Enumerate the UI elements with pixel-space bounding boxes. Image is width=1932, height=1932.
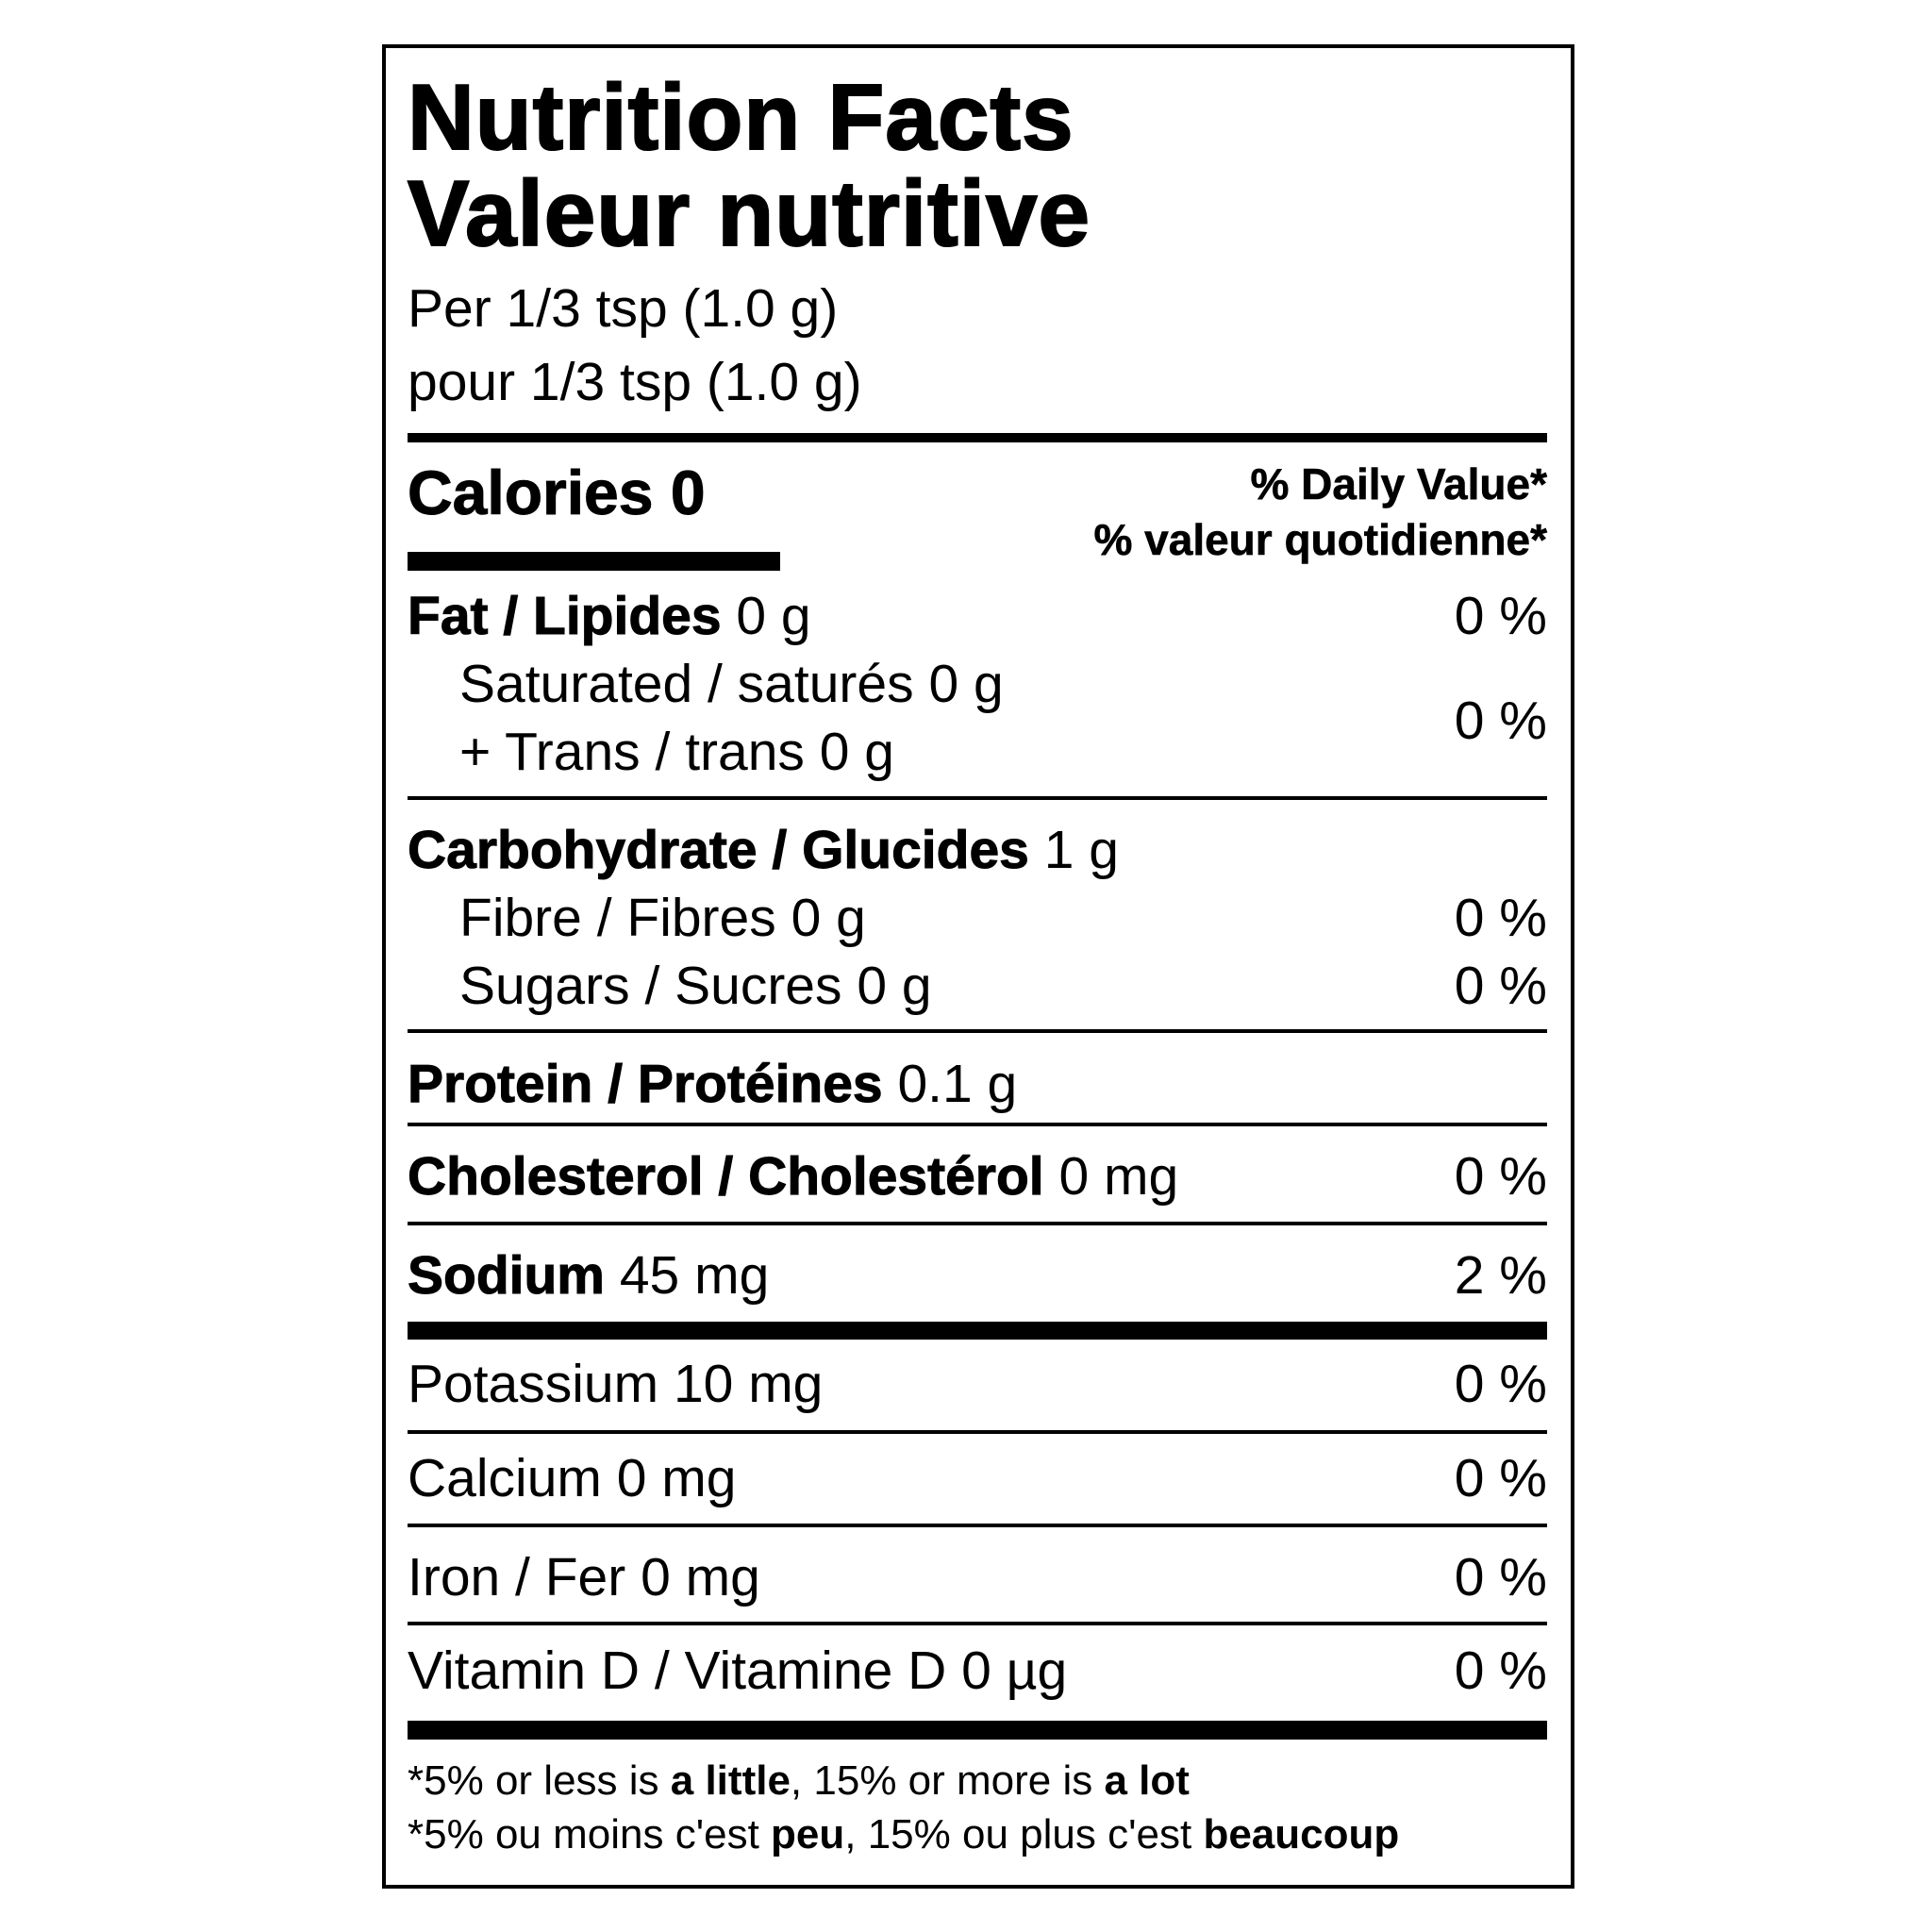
row-iron: Iron / Fer 0 mg 0 % — [408, 1544, 1547, 1610]
label: Fibre / Fibres — [459, 888, 776, 948]
label: Sodium — [408, 1245, 606, 1307]
text: , 15% ou plus c'est — [844, 1811, 1204, 1857]
divider — [408, 796, 1547, 800]
amount: 0 mg — [616, 1448, 737, 1508]
amount: 45 mg — [619, 1245, 770, 1306]
label: Iron / Fer — [408, 1547, 626, 1607]
dv: 0 % — [1454, 1146, 1547, 1207]
text-bold: peu — [771, 1811, 845, 1857]
dv: 0 % — [1454, 1448, 1547, 1508]
calories-bar — [408, 552, 780, 571]
serving-fr: pour 1/3 tsp (1.0 g) — [408, 352, 862, 412]
divider — [408, 1524, 1547, 1527]
amount: 0 g — [791, 888, 866, 948]
amount: 0 g — [857, 956, 932, 1016]
dv: 0 % — [1454, 888, 1547, 948]
text: *5% ou moins c'est — [408, 1811, 772, 1857]
row-fibre: Fibre / Fibres 0 g 0 % — [459, 885, 1547, 951]
dv: 2 % — [1454, 1245, 1547, 1306]
text-bold: a lot — [1104, 1757, 1190, 1804]
amount: 1 g — [1043, 820, 1119, 880]
row-sat-trans-dv: 0 % — [408, 688, 1547, 754]
divider — [408, 1430, 1547, 1434]
row-cholesterol: Cholesterol / Cholestérol 0 mg 0 % — [408, 1143, 1547, 1209]
divider-thick — [408, 1721, 1547, 1740]
amount: 0 mg — [641, 1547, 760, 1607]
divider — [408, 1029, 1547, 1033]
footnote-fr: *5% ou moins c'est peu, 15% ou plus c'es… — [408, 1808, 1399, 1861]
amount: 0 g — [819, 722, 895, 782]
label: Cholesterol / Cholestérol — [408, 1146, 1045, 1208]
dv-header-en: % Daily Value* — [1250, 459, 1547, 509]
row-saturated: Saturated / saturés 0 g — [459, 651, 1547, 717]
row-protein: Protein / Protéines 0.1 g — [408, 1051, 1547, 1117]
amount: 10 mg — [673, 1354, 824, 1414]
text: *5% or less is — [408, 1757, 671, 1804]
label: Saturated / saturés — [459, 654, 914, 714]
amount: 0 mg — [1058, 1146, 1179, 1207]
divider — [408, 1123, 1547, 1126]
nutrition-facts-label — [382, 44, 1574, 1889]
divider-thick — [408, 433, 1547, 442]
amount: 0 g — [928, 654, 1004, 714]
text-bold: a little — [670, 1757, 791, 1804]
calories-label: Calories — [407, 458, 654, 527]
calories-value: 0 — [670, 458, 706, 527]
title-en: Nutrition Facts — [407, 65, 1074, 169]
dv: 0 % — [1454, 1547, 1547, 1607]
dv: 0 % — [1454, 956, 1547, 1016]
calories: Calories 0 — [407, 458, 706, 527]
serving-en: Per 1/3 tsp (1.0 g) — [408, 278, 839, 339]
dv: 0 % — [1454, 586, 1547, 646]
label: Fat / Lipides — [408, 586, 723, 647]
row-vitamin-d: Vitamin D / Vitamine D 0 µg 0 % — [408, 1638, 1547, 1704]
dv: 0 % — [1454, 691, 1547, 751]
divider — [408, 1222, 1547, 1225]
label: Protein / Protéines — [408, 1054, 884, 1115]
row-sodium: Sodium 45 mg 2 % — [408, 1242, 1548, 1308]
dv: 0 % — [1454, 1354, 1547, 1414]
label: Sugars / Sucres — [459, 956, 842, 1016]
dv-header-fr: % valeur quotidienne* — [1093, 515, 1547, 565]
row-potassium: Potassium 10 mg 0 % — [408, 1351, 1547, 1417]
label: + Trans / trans — [459, 722, 805, 782]
row-trans: + Trans / trans 0 g — [459, 719, 1547, 785]
row-calcium: Calcium 0 mg 0 % — [408, 1445, 1547, 1511]
divider — [408, 1622, 1547, 1625]
label: Potassium — [408, 1354, 659, 1414]
title-fr: Valeur nutritive — [407, 161, 1091, 265]
amount: 0 µg — [961, 1641, 1068, 1701]
text: , 15% or more is — [790, 1757, 1105, 1804]
label: Vitamin D / Vitamine D — [408, 1641, 947, 1701]
row-sugars: Sugars / Sucres 0 g 0 % — [459, 953, 1547, 1019]
dv: 0 % — [1454, 1641, 1547, 1701]
label: Carbohydrate / Glucides — [408, 820, 1030, 881]
footnote-en: *5% or less is a little, 15% or more is … — [408, 1755, 1190, 1807]
row-fat: Fat / Lipides 0 g 0 % — [408, 583, 1547, 649]
label: Calcium — [408, 1448, 602, 1508]
text-bold: beaucoup — [1203, 1811, 1400, 1857]
row-carbohydrate: Carbohydrate / Glucides 1 g — [408, 817, 1547, 883]
divider-thick — [408, 1322, 1547, 1340]
amount: 0 g — [736, 586, 811, 646]
amount: 0.1 g — [897, 1054, 1018, 1114]
